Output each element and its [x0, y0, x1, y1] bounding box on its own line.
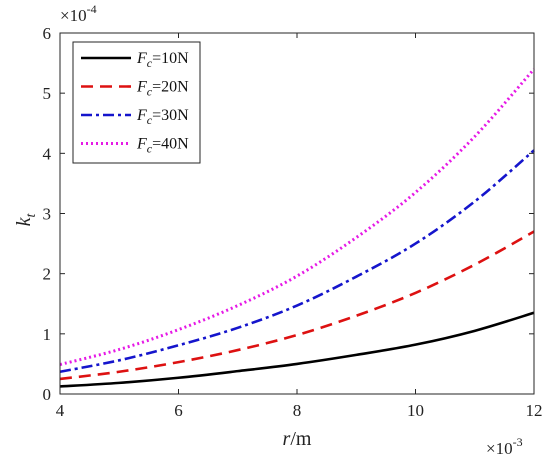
legend-label-1: Fc=10N — [136, 50, 189, 70]
y-tick-label: 5 — [43, 84, 52, 103]
series-line-1 — [59, 311, 535, 388]
legend-label-4: Fc=40N — [136, 136, 189, 156]
legend: Fc=10N Fc=20N Fc=30N Fc=40N — [72, 41, 201, 164]
x-multiplier-base: ×10 — [486, 439, 513, 458]
y-tick-label: 2 — [43, 265, 52, 284]
x-tick-label: 12 — [526, 401, 543, 420]
y-axis-sub: t — [24, 213, 39, 218]
y-tick-label: 1 — [43, 325, 52, 344]
x-tick-label: 10 — [407, 401, 424, 420]
series-line-3 — [59, 149, 535, 374]
series-line-4 — [59, 68, 536, 366]
y-axis-multiplier: ×10-4 — [60, 2, 97, 25]
y-multiplier-base: ×10 — [60, 6, 87, 25]
y-axis-var: k — [13, 216, 35, 226]
x-axis-var: r — [283, 428, 291, 450]
y-tick-label: 6 — [43, 24, 52, 43]
y-multiplier-exp: -4 — [87, 2, 97, 16]
x-tick-label: 6 — [174, 401, 183, 420]
x-axis-multiplier: ×10-3 — [486, 435, 523, 458]
y-axis-label: kt — [13, 213, 39, 227]
legend-box — [72, 41, 201, 164]
legend-label-2: Fc=20N — [136, 79, 189, 99]
legend-items: Fc=10N Fc=20N Fc=30N Fc=40N — [81, 50, 189, 156]
x-tick-label: 4 — [56, 401, 65, 420]
y-tick-label: 4 — [43, 144, 52, 163]
x-multiplier-exp: -3 — [513, 435, 523, 449]
legend-label-3: Fc=30N — [136, 107, 189, 127]
y-tick-label: 3 — [43, 205, 52, 224]
x-axis-label: r/m — [283, 428, 312, 450]
series-layer — [59, 68, 536, 388]
x-tick-label: 8 — [293, 401, 302, 420]
y-tick-label: 0 — [43, 385, 52, 404]
series-line-2 — [59, 230, 535, 381]
x-axis-unit: /m — [290, 428, 312, 450]
